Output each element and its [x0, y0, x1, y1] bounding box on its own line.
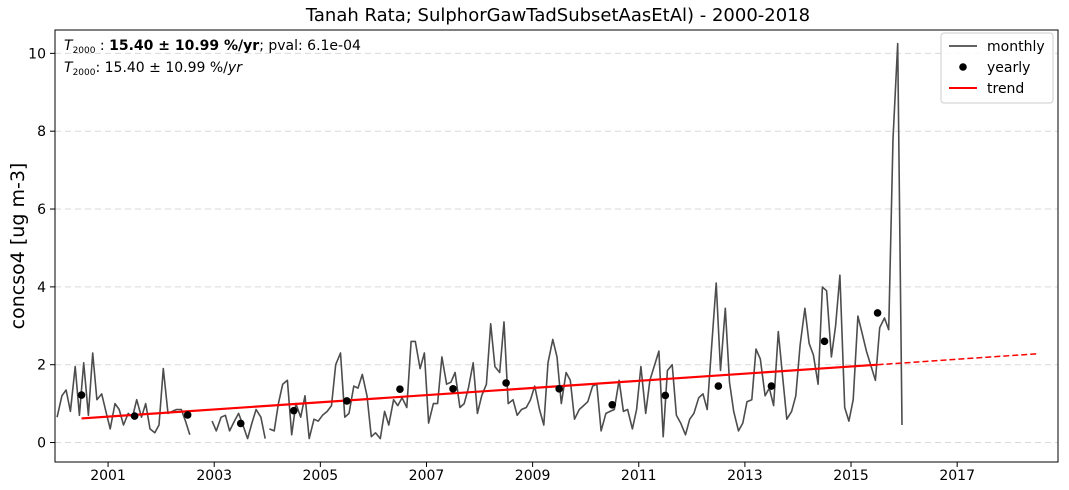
yearly-point	[502, 379, 510, 387]
trend-value-bold: 15.40 ± 10.99 %/yr	[109, 38, 259, 54]
trend-symbol: T	[64, 38, 74, 54]
legend-yearly-label: yearly	[987, 60, 1030, 76]
x-tick-label: 2011	[621, 468, 657, 484]
y-tick-label: 8	[37, 124, 46, 140]
yearly-point	[77, 391, 86, 399]
legend: monthly yearly trend	[940, 32, 1054, 104]
x-tick-label: 2007	[409, 468, 445, 484]
legend-yearly-swatch	[959, 63, 967, 71]
legend-box	[940, 32, 1054, 104]
trend-subscript-2: 2000	[73, 68, 96, 78]
x-tick-label: 2005	[303, 468, 339, 484]
yearly-point	[396, 385, 404, 394]
trend-unit: yr	[227, 60, 243, 76]
yearly-point	[343, 397, 351, 405]
trend-series	[81, 353, 1037, 420]
yearly-point	[608, 400, 617, 409]
monthly-line	[269, 42, 903, 440]
trend-value: : 15.40 ± 10.99 %/	[95, 60, 228, 76]
trend-pval: ; pval: 6.1e-04	[259, 38, 361, 54]
yearly-point	[714, 382, 723, 390]
x-tick-label: 2017	[939, 468, 975, 484]
x-axis: 2001 2003 2005 2007 2009 2011 2013 2015 2017	[90, 462, 975, 484]
grid-lines	[55, 52, 1058, 444]
legend-trend-label: trend	[987, 81, 1024, 97]
yearly-point	[183, 411, 192, 419]
y-tick-label: 10	[28, 46, 46, 62]
x-tick-label: 2009	[515, 468, 551, 484]
y-tick-label: 4	[37, 280, 46, 296]
x-tick-label: 2001	[90, 468, 126, 484]
yearly-point	[661, 391, 670, 400]
trend-subscript: 2000	[73, 46, 96, 56]
plot-frame	[54, 29, 1059, 463]
chart-title: Tanah Rata; SulphorGawTadSubsetAasEtAl) …	[305, 5, 810, 26]
yearly-point	[767, 382, 776, 390]
monthly-line	[56, 352, 266, 440]
yearly-point	[820, 337, 829, 346]
yearly-series	[77, 309, 882, 428]
x-tick-label: 2003	[196, 468, 232, 484]
x-tick-label: 2013	[727, 468, 763, 484]
y-tick-label: 0	[37, 436, 46, 452]
yearly-point	[236, 419, 245, 428]
trend-annotation-bold: T2000 : 15.40 ± 10.99 %/yr; pval: 6.1e-0…	[64, 38, 361, 56]
yearly-point	[555, 385, 563, 393]
yearly-point	[449, 385, 457, 393]
yearly-point	[290, 406, 298, 415]
y-axis-label: concso4 [ug m-3]	[7, 163, 29, 330]
monthly-series	[56, 42, 903, 440]
legend-monthly-label: monthly	[987, 39, 1045, 55]
y-tick-label: 2	[37, 358, 46, 374]
y-axis: 0 2 4 6 8 10	[28, 46, 55, 452]
trend-line	[81, 363, 878, 420]
trend-symbol-2: T	[64, 60, 74, 76]
yearly-point	[873, 309, 882, 317]
x-tick-label: 2015	[833, 468, 869, 484]
trend-annotation: T2000: 15.40 ± 10.99 %/yr	[64, 60, 243, 78]
y-tick-label: 6	[37, 202, 46, 218]
yearly-point	[130, 412, 139, 420]
